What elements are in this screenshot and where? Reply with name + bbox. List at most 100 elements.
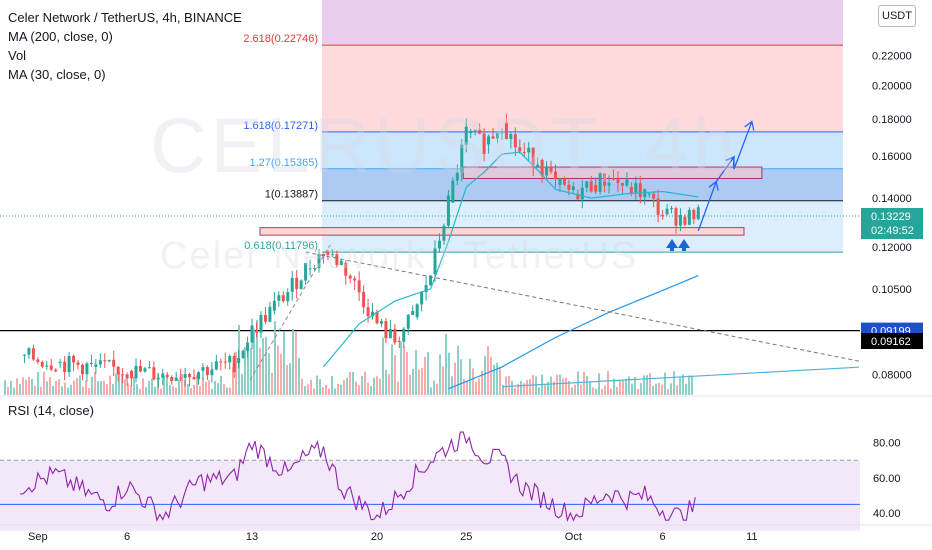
currency-button[interactable]: USDT [878,5,916,27]
volume-bar [211,388,213,395]
volume-bar [262,338,264,395]
candle-body [661,214,665,217]
candle-body [522,152,526,154]
candle-body [192,377,196,380]
volume-bar [10,381,12,395]
candle-body [366,307,370,317]
volume-bar [214,380,216,395]
candle-body [415,304,419,318]
candle-body [223,361,227,363]
vol-legend[interactable]: Vol [8,48,27,63]
volume-bar [361,375,363,395]
candle-body [272,300,276,311]
volume-bar [457,345,459,395]
candle-body [670,208,674,210]
chart-legend: Celer Network / TetherUS, 4h, BINANCE MA… [8,8,242,84]
candle-body [170,376,174,381]
volume-bar [310,379,312,395]
volume-bar [667,388,669,395]
volume-bar [7,386,9,395]
candle-body [232,355,236,373]
volume-bar [520,380,522,395]
volume-bar [421,367,423,395]
candle-body [576,193,580,200]
candle-body [562,178,566,185]
volume-bar [427,352,429,395]
candle-body [620,183,624,186]
volume-bar [244,347,246,395]
volume-bar [250,348,252,395]
volume-bar [601,388,603,395]
candle-body [638,183,642,198]
candle-body [678,214,682,226]
volume-bar [517,383,519,395]
volume-bar [208,380,210,395]
candle-body [384,321,388,339]
volume-bar [448,352,450,395]
volume-bar [691,375,693,395]
candle-body [72,355,76,363]
volume-bar [28,376,30,395]
candle-body [598,173,602,192]
ma200-legend[interactable]: MA (200, close, 0) [8,29,113,44]
dashed-rally-line [249,244,331,381]
watermark-name: Celer Network / TetherUS [160,235,639,277]
rsi-legend[interactable]: RSI (14, close) [8,403,94,418]
volume-bar [583,371,585,395]
volume-bar [349,371,351,395]
volume-bar [217,382,219,395]
candle-body [424,285,428,293]
candle-body [339,260,343,266]
rsi-tick: 80.00 [873,438,901,450]
volume-bar [646,375,648,395]
candle-body [246,342,250,351]
candle-body [214,361,218,370]
volume-bar [118,372,120,395]
volume-bar [280,353,282,395]
volume-bar [226,387,228,395]
up-marker [666,239,678,251]
volume-bar [367,382,369,395]
candle-body [634,183,638,194]
volume-bar [439,354,441,395]
candle-body [228,355,232,363]
candle-body [437,240,441,249]
candle-body [420,292,424,305]
candle-body [27,348,31,355]
volume-bar [433,380,435,395]
candle-body [491,136,495,139]
candle-body [49,365,53,370]
volume-bar [46,381,48,395]
candle-body [112,359,116,367]
volume-bar [112,384,114,395]
candle-body [504,122,508,140]
symbol-title[interactable]: Celer Network / TetherUS, 4h, BINANCE [8,10,242,25]
volume-bar [658,382,660,395]
volume-bar [106,384,108,395]
candle-body [89,362,93,364]
candle-body [304,263,308,281]
volume-bar [328,388,330,395]
candle-body [237,357,241,364]
price-tick: 0.18000 [872,114,912,126]
candle-body [58,361,62,364]
volume-bar [502,384,504,395]
volume-bar [292,329,294,395]
candle-body [594,184,598,192]
watermark-symbol: CELRUSDT, 4h [150,101,740,189]
candle-body [518,147,522,152]
volume-bar [529,379,531,395]
candle-body [76,362,80,365]
volume-bar [22,377,24,395]
volume-bar [184,380,186,395]
volume-bar [220,376,222,395]
volume-bar [652,385,654,395]
candle-body [482,133,486,154]
ma30-legend[interactable]: MA (30, close, 0) [8,67,106,82]
volume-bar [40,386,42,395]
candle-body [268,306,272,322]
volume-bar [256,319,258,395]
candle-body [179,377,183,379]
candle-body [353,278,357,281]
